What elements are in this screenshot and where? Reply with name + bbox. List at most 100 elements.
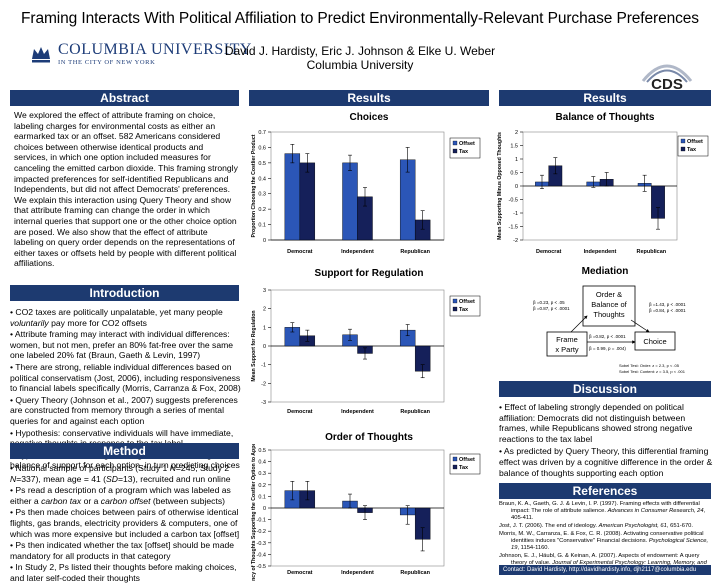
discussion-item: • As predicted by Query Theory, this dif… xyxy=(499,446,713,478)
method-emphasis: N xyxy=(10,473,17,484)
reference-item: Jost, J. T. (2006). The end of ideology.… xyxy=(499,523,711,530)
category-label: Republican xyxy=(400,409,430,415)
results-header-1: Results xyxy=(249,90,489,106)
y-tick-label: 0.1 xyxy=(258,494,266,500)
y-tick-label: 0.5 xyxy=(258,448,266,454)
category-label: Democrat xyxy=(287,249,313,255)
intro-item: • There are strong, reliable individual … xyxy=(10,362,242,394)
category-label: Democrat xyxy=(536,249,562,255)
category-label: Democrat xyxy=(287,570,313,576)
introduction-header: Introduction xyxy=(10,285,239,301)
y-axis-label: Proportion Choosing the Costlier Product xyxy=(251,134,257,237)
method-item: • In Study 2, Ps listed their thoughts b… xyxy=(10,562,242,583)
legend-swatch xyxy=(452,298,458,304)
chart-title-choices: Choices xyxy=(349,112,389,123)
intro-text: • There are strong, reliable individual … xyxy=(10,361,241,394)
method-item: • National sample of participants (Study… xyxy=(10,463,242,484)
frame-box xyxy=(546,331,588,357)
beta-right-2: β =0.84, p < .0001 xyxy=(649,308,686,313)
beta-left-1: β =0.23, p < .05 xyxy=(533,300,565,305)
y-tick-label: -1 xyxy=(513,211,518,217)
legend-label: Offset xyxy=(687,139,703,145)
y-tick-label: -0.2 xyxy=(257,529,266,535)
reference-text: Johnson, E. J., Häubl, G. & Keinan, A. (… xyxy=(499,552,700,567)
y-axis-label: Mean Supporting Minus Opposed Thoughts xyxy=(497,132,503,240)
legend-box xyxy=(449,453,481,475)
beta-right-1: β =1.43, p < .0001 xyxy=(649,302,686,307)
category-label: Republican xyxy=(400,570,430,576)
legend-box xyxy=(449,295,481,317)
balance-chart: -2 -1.5 -1 -0.5 0 0.5 1 1.5 2 Mean Supporting Min… xyxy=(497,130,709,255)
y-tick-label: 2 xyxy=(515,130,518,136)
y-tick-label: 0 xyxy=(515,184,518,190)
reference-text: Braun, K. A., Gaeth, G. J. & Levin, I. P… xyxy=(499,501,700,515)
method-header: Method xyxy=(10,443,239,459)
abstract-text: We explored the effect of attribute fram… xyxy=(14,110,238,269)
legend-box xyxy=(677,135,709,157)
reference-item: Braun, K. A., Gaeth, G. J. & Levin, I. P… xyxy=(499,501,711,523)
category-label: Independent xyxy=(341,570,374,576)
intro-item: • Attribute framing may interact with in… xyxy=(10,329,242,361)
y-tick-label: -3 xyxy=(261,400,266,406)
legend-swatch xyxy=(680,138,686,144)
method-text: =245, Study 2 xyxy=(175,463,230,473)
legend-swatch xyxy=(452,140,458,146)
poster-title: Framing Interacts With Political Affilia… xyxy=(21,10,699,27)
discussion-item: • Effect of labeling strongly depended o… xyxy=(499,402,693,444)
y-tick-label: 0.5 xyxy=(510,171,518,177)
sobel-1: Sobel Test: Order: z = 2.3, p < .05 xyxy=(619,363,680,368)
method-emphasis: carbon tax xyxy=(41,495,82,506)
y-tick-label: -0.5 xyxy=(257,564,266,570)
method-text: • Ps then indicated whether the tax [off… xyxy=(10,540,235,561)
references-header: References xyxy=(499,483,711,499)
y-tick-label: -0.3 xyxy=(257,541,266,547)
method-text: (between subjects) xyxy=(150,495,225,506)
method-text: =13), recruited and run online xyxy=(118,473,231,484)
y-tick-label: 0.3 xyxy=(258,192,266,198)
intro-text: pay more for CO2 offsets xyxy=(48,317,147,328)
legend-swatch xyxy=(452,456,458,462)
authors-block: David J. Hardisty, Eric J. Johnson & Elk… xyxy=(0,44,720,72)
order-box-label: Order & Balance of Thoughts xyxy=(591,290,627,319)
beta-left-2: β =0.87, p < .0001 xyxy=(533,306,570,311)
y-tick-label: 0 xyxy=(263,238,266,244)
y-tick-label: -0.5 xyxy=(509,198,518,204)
method-text: • Ps read a description of a program whi… xyxy=(10,485,231,506)
method-emphasis: N xyxy=(169,463,176,473)
y-tick-label: -1 xyxy=(261,363,266,369)
y-tick-label: 0.4 xyxy=(258,176,266,182)
choice-box-label: Choice xyxy=(643,337,666,346)
category-label: Independent xyxy=(341,409,374,415)
y-axis-label: Mean Support for Regulation xyxy=(251,310,257,381)
intro-item: • CO2 taxes are politically unpalatable,… xyxy=(10,307,242,328)
method-text: • In Study 2, Ps listed their thoughts b… xyxy=(10,562,237,583)
legend-label: Tax xyxy=(459,465,469,471)
intro-text: • CO2 taxes are politically unpalatable,… xyxy=(10,307,223,317)
y-tick-label: 0.6 xyxy=(258,145,266,151)
frame-box-label: Frame x Party xyxy=(555,335,579,354)
columbia-logo: COLUMBIA UNIVERSITY IN THE CITY OF NEW Y… xyxy=(30,42,252,67)
intro-item: • Query Theory (Johnson et al., 2007) su… xyxy=(10,395,242,427)
legend-swatch xyxy=(680,146,686,152)
reference-text: Jost, J. T. (2006). The end of ideology. xyxy=(499,523,599,530)
legend-swatch xyxy=(452,148,458,154)
method-list: • National sample of participants (Study… xyxy=(10,463,242,585)
legend-label: Tax xyxy=(459,149,469,155)
crown-icon xyxy=(32,47,50,63)
reference-emphasis: Psychological Science, 19 xyxy=(511,538,709,552)
author-names: David J. Hardisty, Eric J. Johnson & Elk… xyxy=(224,44,496,58)
legend-label: Offset xyxy=(459,299,475,305)
y-tick-label: 1 xyxy=(263,325,266,331)
category-label: Independent xyxy=(584,249,617,255)
y-tick-label: 2 xyxy=(263,307,266,313)
support-chart: -3 -2 -1 0 1 2 3 Mean Support for Regulation Dem… xyxy=(251,288,481,415)
chart-title-support: Support for Regulation xyxy=(314,268,424,279)
category-label: Democrat xyxy=(287,409,313,415)
method-text: • Ps then made choices between pairs of … xyxy=(10,507,240,539)
arrow-order-choice xyxy=(630,319,650,333)
sobel-2: Sobel Test: Content: z = 3.5, p < .001 xyxy=(619,369,686,374)
mediation-title: Mediation xyxy=(581,266,629,277)
y-tick-label: 0.2 xyxy=(258,483,266,489)
y-tick-label: 0.1 xyxy=(258,223,266,229)
